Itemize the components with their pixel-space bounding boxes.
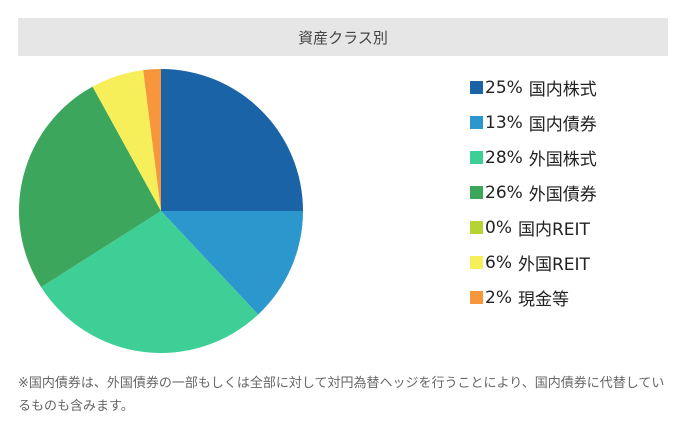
legend-label: 外国REIT xyxy=(517,255,590,275)
legend-label: 国内株式 xyxy=(528,80,597,100)
legend-item: 2% 現金等 xyxy=(470,280,597,315)
legend-label: 国内REIT xyxy=(517,220,590,240)
pie-slice-4 xyxy=(19,86,161,288)
legend-value: 25% xyxy=(485,77,523,98)
legend-item: 25% 国内株式 xyxy=(470,70,597,105)
pie-chart xyxy=(18,68,308,358)
chart-title: 資産クラス別 xyxy=(298,28,388,47)
legend-swatch xyxy=(470,186,483,199)
pie-chart-svg xyxy=(19,69,303,353)
legend-item: 13% 国内債券 xyxy=(470,105,597,140)
pie-slice-2 xyxy=(161,211,303,315)
legend-swatch xyxy=(470,81,483,94)
legend-item: 0% 国内REIT xyxy=(470,210,597,245)
legend-value: 28% xyxy=(485,147,523,168)
legend-label: 外国債券 xyxy=(528,185,597,205)
legend-value: 26% xyxy=(485,182,523,203)
legend-swatch xyxy=(470,291,483,304)
legend-item: 26% 外国債券 xyxy=(470,175,597,210)
legend-value: 13% xyxy=(485,112,523,133)
legend-swatch xyxy=(470,221,483,234)
legend-item: 6% 外国REIT xyxy=(470,245,597,280)
chart-title-bar: 資産クラス別 xyxy=(18,18,668,56)
legend-label: 外国株式 xyxy=(528,150,597,170)
pie-slice-7 xyxy=(143,69,161,211)
pie-slice-1 xyxy=(161,69,303,211)
legend-value: 0% xyxy=(485,217,512,238)
legend-value: 2% xyxy=(485,287,512,308)
legend-label: 現金等 xyxy=(517,290,569,310)
legend-value: 6% xyxy=(485,252,512,273)
legend-label: 国内債券 xyxy=(528,115,597,135)
footnote: ※国内債券は、外国債券の一部もしくは全部に対して対円為替ヘッジを行うことにより、… xyxy=(18,376,665,414)
legend-item: 28% 外国株式 xyxy=(470,140,597,175)
legend-swatch xyxy=(470,151,483,164)
pie-slice-6 xyxy=(92,70,161,211)
legend-swatch xyxy=(470,116,483,129)
legend-swatch xyxy=(470,256,483,269)
chart-legend: 25% 国内株式 13% 国内債券 28% 外国株式 26% 外国債券 0% 国内REI… xyxy=(470,70,597,315)
pie-slice-3 xyxy=(41,211,259,353)
